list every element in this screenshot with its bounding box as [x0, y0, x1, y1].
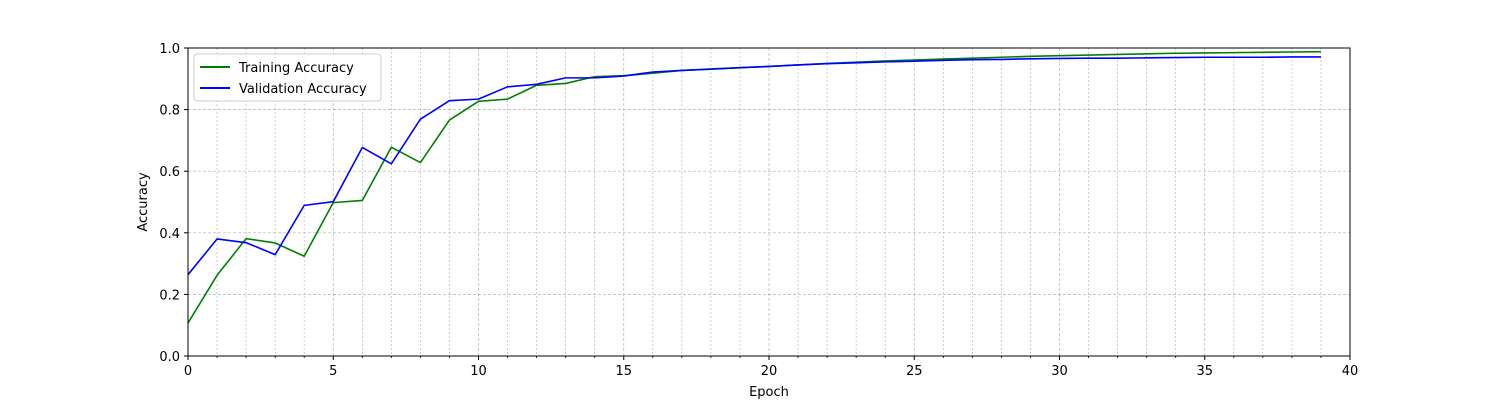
legend-label-training: Training Accuracy: [238, 61, 354, 76]
x-tick-label: 35: [1196, 364, 1213, 379]
y-tick-label: 0.6: [159, 165, 180, 180]
x-tick-label: 10: [470, 364, 487, 379]
legend-label-validation: Validation Accuracy: [239, 82, 367, 97]
y-tick-label: 0.4: [159, 227, 180, 242]
y-tick-label: 1.0: [159, 42, 180, 57]
x-tick-label: 30: [1051, 364, 1068, 379]
y-tick-label: 0.2: [159, 288, 180, 303]
series-layer: [187, 50, 1321, 324]
validation-accuracy-line: [187, 56, 1321, 276]
x-tick-label: 15: [615, 364, 632, 379]
x-tick-label: 5: [329, 364, 337, 379]
y-axis-label: Accuracy: [136, 172, 151, 232]
legend: Training Accuracy Validation Accuracy: [193, 53, 382, 102]
y-tick-label: 0.8: [159, 104, 180, 119]
x-axis-label: Epoch: [749, 385, 789, 400]
tick-layer: 0 5 10 15 20 25 30 35 40 0.0 0.2 0.4 0.6 0.8 1.0: [159, 42, 1358, 379]
y-tick-label: 0.0: [159, 350, 180, 365]
legend-box: [193, 53, 382, 102]
x-tick-label: 20: [761, 364, 778, 379]
x-tick-label: 0: [184, 364, 192, 379]
x-tick-label: 40: [1342, 364, 1359, 379]
x-tick-label: 25: [906, 364, 923, 379]
